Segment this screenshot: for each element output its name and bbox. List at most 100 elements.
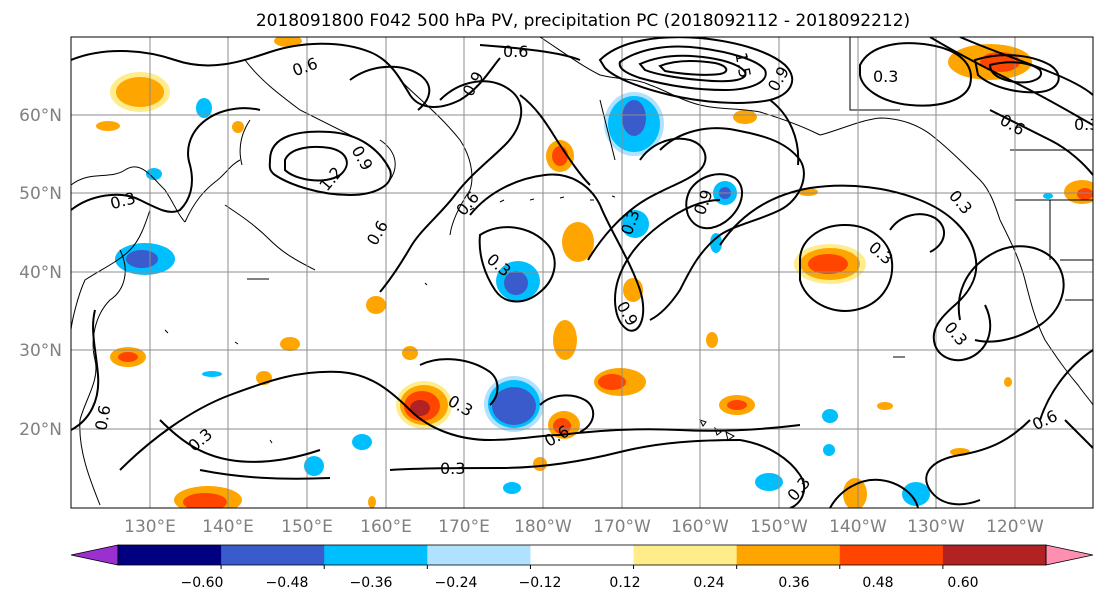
precip-blob: [552, 146, 568, 166]
colorbar-tick-label: −0.12: [519, 575, 562, 591]
precip-blob: [366, 296, 386, 314]
pv-contour: [685, 173, 744, 230]
precip-blob: [352, 434, 372, 450]
pv-contour: [929, 37, 1093, 126]
colorbar-labels: −0.60 −0.48 −0.36 −0.24 −0.12 0.12 0.24 …: [181, 575, 979, 591]
pv-contour: [1039, 349, 1093, 421]
longitude-labels: 130°E 140°E 150°E 160°E 170°E 180°W 170°…: [124, 517, 1044, 537]
pv-contour: [479, 44, 581, 61]
pv-contour: [71, 107, 261, 213]
pv-contour: [638, 54, 747, 83]
precip-blob: [232, 121, 244, 133]
colorbar-segment: [324, 545, 428, 565]
pv-contour: [389, 439, 741, 471]
contour-label: 0.3: [1074, 115, 1099, 134]
colorbar-segment: [118, 545, 222, 565]
lat-label: 50°N: [19, 184, 62, 204]
colorbar-segment: [427, 545, 531, 565]
pv-contour: [889, 213, 945, 253]
colorbar-segments: [70, 544, 1094, 566]
precip-blob: [1043, 193, 1053, 199]
precip-blob: [492, 387, 536, 425]
precip-blob: [183, 493, 227, 508]
colorbar-extend-min: [70, 544, 119, 566]
figure-title: 2018091800 F042 500 hPa PV, precipitatio…: [256, 11, 910, 31]
colorbar-segment: [530, 545, 635, 565]
precip-blob: [808, 254, 848, 274]
lon-label: 130°W: [907, 517, 965, 537]
precip-blob: [368, 496, 376, 508]
pv-contour: [799, 223, 894, 312]
colorbar-segment: [942, 545, 1047, 565]
pv-contour: [559, 424, 801, 436]
pv-contour: [618, 45, 767, 92]
pv-contour: [119, 370, 561, 471]
precip-blob: [126, 250, 158, 268]
coastline-kamchatka: [399, 79, 473, 236]
precip-blob: [202, 371, 222, 377]
precip-blob: [598, 374, 626, 390]
pv-contour: [649, 127, 805, 321]
precip-blob: [280, 337, 300, 351]
pv-contour: [973, 54, 1060, 94]
precip-blob: [503, 482, 521, 494]
precip-blob: [562, 222, 594, 262]
colorbar-ticks: [220, 565, 944, 569]
precip-blob: [822, 409, 838, 423]
pv-contour: [159, 419, 331, 480]
pv-contour: [829, 478, 919, 508]
precip-blob: [274, 37, 302, 47]
precip-blob: [553, 418, 571, 434]
precip-blob: [402, 346, 418, 360]
pv-contour: [71, 309, 100, 431]
precip-blob: [727, 400, 747, 410]
pv-contour: [268, 130, 392, 197]
lon-label: 160°E: [360, 517, 412, 537]
map-area: 0.6 0.6 0.9 1.2 0.9 0.3 0.6 0.6 0.3 0.9 …: [71, 37, 1099, 508]
pv-contour: [379, 80, 523, 293]
precip-blob: [823, 444, 835, 456]
pv-contour: [957, 245, 1065, 343]
pv-contour: [349, 65, 431, 111]
precip-blob: [706, 332, 718, 348]
coastline-asia: [71, 59, 396, 506]
precip-blob: [196, 98, 212, 118]
lon-label: 120°W: [986, 517, 1044, 537]
colorbar-segment: [633, 545, 738, 565]
colorbar-tick-label: −0.36: [350, 575, 393, 591]
lat-label: 40°N: [19, 263, 62, 283]
pv-contour: [719, 184, 992, 362]
contour-label: 0.3: [440, 459, 465, 478]
precip-blob: [733, 110, 757, 124]
pv-contour: [859, 42, 972, 107]
pv-contours: [71, 37, 1093, 508]
contour-label: 1.5: [731, 51, 754, 79]
precip-blob: [902, 482, 930, 506]
lon-label: 150°E: [281, 517, 333, 537]
colorbar: −0.60 −0.48 −0.36 −0.24 −0.12 0.12 0.24 …: [70, 544, 1094, 591]
precip-blob: [533, 457, 547, 471]
pv-contour: [284, 145, 348, 182]
precip-blob: [621, 210, 649, 238]
colorbar-tick-label: 0.12: [609, 575, 640, 591]
colorbar-tick-label: −0.24: [435, 575, 478, 591]
colorbar-tick-label: −0.60: [181, 575, 224, 591]
lon-label: 140°W: [829, 517, 887, 537]
pv-contour: [988, 61, 1043, 84]
precip-blob: [843, 478, 867, 508]
pv-contour: [658, 60, 728, 76]
map-frame: [70, 36, 1094, 509]
colorbar-tick-label: 0.48: [862, 575, 893, 591]
pv-contour: [519, 94, 591, 186]
pv-contour: [959, 37, 1093, 96]
lon-label: 180°W: [514, 517, 572, 537]
colorbar-segment: [839, 545, 944, 565]
lat-label: 30°N: [19, 341, 62, 361]
colorbar-tick-label: 0.24: [693, 575, 724, 591]
precip-blob: [877, 402, 893, 410]
precip-blob: [116, 77, 164, 107]
contour-label: 0.3: [873, 67, 898, 86]
precip-blob: [755, 473, 783, 491]
precip-blob: [553, 320, 577, 360]
